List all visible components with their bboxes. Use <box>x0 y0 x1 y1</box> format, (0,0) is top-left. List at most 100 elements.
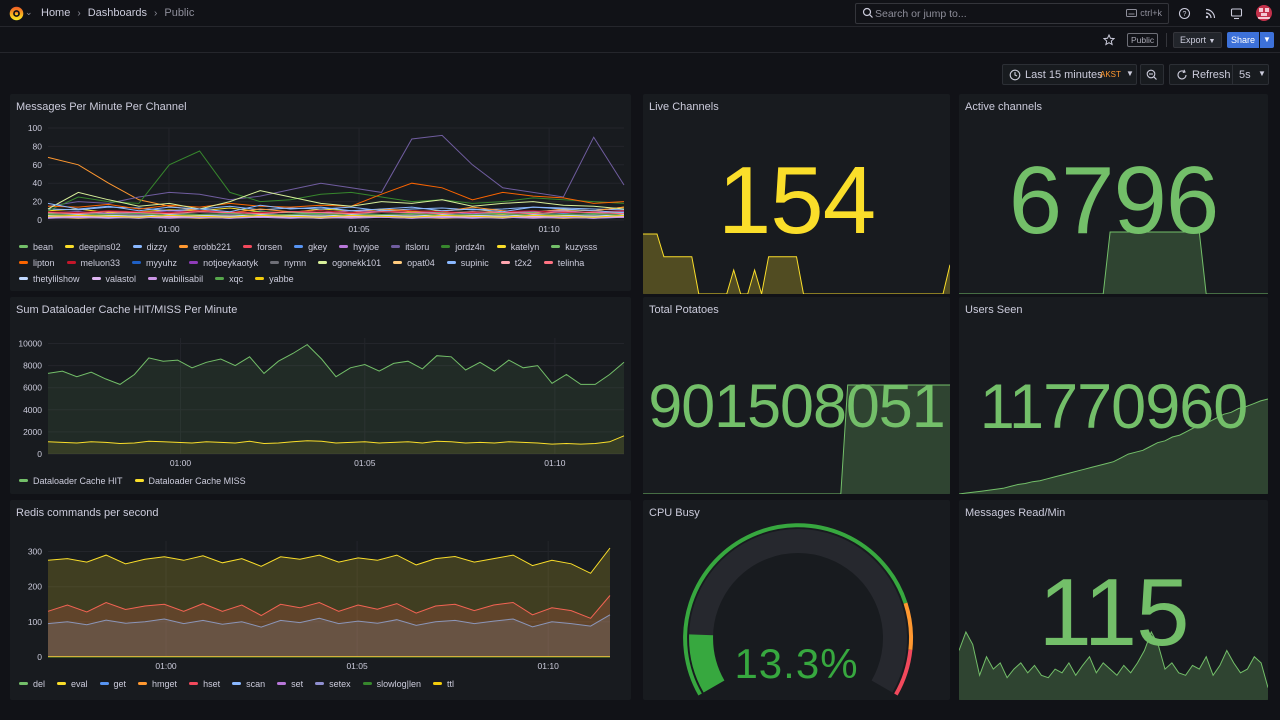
legend-item[interactable]: ttl <box>433 678 454 689</box>
panel-title: Messages Read/Min <box>965 507 1066 519</box>
gauge-threshold-orange <box>903 602 913 651</box>
legend-item[interactable]: eval <box>57 678 88 689</box>
export-button[interactable]: Export ▼ <box>1173 32 1223 48</box>
legend-item[interactable]: wabilisabil <box>148 273 203 284</box>
series-Dataloader Cache HIT <box>47 343 625 454</box>
legend-item[interactable]: opat04 <box>393 257 435 268</box>
legend-item[interactable]: bean <box>19 241 53 252</box>
panel-total-potatoes[interactable]: Total Potatoes 901508051 <box>643 297 950 494</box>
legend-item[interactable]: slowlog|len <box>362 678 421 689</box>
legend-item[interactable]: lipton <box>19 257 55 268</box>
legend-item[interactable]: ogonekk101 <box>318 257 381 268</box>
time-range-picker[interactable]: Last 15 minutes AKST ▼ <box>1002 64 1137 85</box>
breadcrumb-current: Public <box>164 7 195 19</box>
y-tick-label: 0 <box>37 215 42 225</box>
y-tick-label: 300 <box>28 547 42 557</box>
legend-item[interactable]: myyuhz <box>132 257 177 268</box>
legend-item[interactable]: gkey <box>294 241 327 252</box>
legend-item[interactable]: hyyjoe <box>339 241 379 252</box>
legend-item[interactable]: itsloru <box>391 241 429 252</box>
time-range-label: Last 15 minutes <box>1025 69 1103 81</box>
breadcrumb-home[interactable]: Home <box>41 7 71 19</box>
legend-item[interactable]: thetylilshow <box>19 273 80 284</box>
legend-label: setex <box>329 678 351 689</box>
y-tick-label: 40 <box>33 178 43 188</box>
legend-swatch <box>189 682 199 685</box>
legend-swatch <box>19 277 28 280</box>
panel-dataloader-cache[interactable]: Sum Dataloader Cache HIT/MISS Per Minute <box>10 297 631 494</box>
series-line <box>47 211 625 215</box>
avatar[interactable] <box>1256 5 1272 21</box>
refresh-button[interactable]: Refresh 5s ▼ <box>1169 64 1269 85</box>
legend-item[interactable]: katelyn <box>496 241 539 252</box>
search-shortcut: ctrl+k <box>1126 8 1162 18</box>
series-get <box>47 614 611 657</box>
legend-item[interactable]: forsen <box>243 241 282 252</box>
legend-item[interactable]: del <box>19 678 45 689</box>
legend-swatch <box>294 245 304 248</box>
legend-item[interactable]: kuzysss <box>551 241 597 252</box>
legend-swatch <box>138 682 148 685</box>
legend-item[interactable]: supinic <box>446 257 489 268</box>
legend-label: myyuhz <box>146 257 178 268</box>
monitor-icon[interactable] <box>1230 7 1243 20</box>
share-options-button[interactable]: ▼ <box>1260 32 1274 48</box>
legend-item[interactable]: valastol <box>91 273 136 284</box>
legend-item[interactable]: notjoeykaotyk <box>189 257 258 268</box>
panel-title: Users Seen <box>965 304 1023 316</box>
legend-item[interactable]: scan <box>232 678 265 689</box>
rss-icon[interactable] <box>1204 7 1217 20</box>
x-tick-label: 01:10 <box>544 458 566 468</box>
breadcrumb-dashboards[interactable]: Dashboards <box>87 7 148 19</box>
legend-item[interactable]: nymn <box>270 257 306 268</box>
help-icon[interactable]: ? <box>1178 7 1191 20</box>
legend-item[interactable]: Dataloader Cache MISS <box>134 475 246 486</box>
zoom-out-button[interactable] <box>1140 64 1164 85</box>
panel-messages-read-min[interactable]: Messages Read/Min 115 <box>959 500 1268 700</box>
legend-item[interactable]: erobb221 <box>179 241 231 252</box>
legend-swatch <box>339 245 349 248</box>
legend-item[interactable]: deepins02 <box>65 241 121 252</box>
y-tick-label: 100 <box>28 617 42 627</box>
legend-item[interactable]: t2x2 <box>500 257 532 268</box>
legend-item[interactable]: dizzy <box>132 241 168 252</box>
grafana-logo-icon[interactable] <box>8 5 25 22</box>
legend-swatch <box>132 245 142 248</box>
panel-cpu-busy[interactable]: CPU Busy 13.3% <box>643 500 950 700</box>
stat-value: 901508051 <box>648 372 945 440</box>
y-tick-label: 0 <box>37 652 42 662</box>
legend-item[interactable]: telinha <box>543 257 584 268</box>
legend-item[interactable]: meluon33 <box>66 257 120 268</box>
legend-item[interactable]: set <box>277 678 303 689</box>
legend-item[interactable]: setex <box>315 678 351 689</box>
series-line <box>47 210 625 214</box>
legend-item[interactable]: yabbe <box>255 273 294 284</box>
chevron-down-icon[interactable]: ⌄ <box>25 7 33 17</box>
x-tick-label: 01:05 <box>346 661 368 671</box>
refresh-interval[interactable]: 5s <box>1239 69 1251 81</box>
legend-label: dizzy <box>146 241 168 252</box>
legend-item[interactable]: get <box>99 678 126 689</box>
legend-item[interactable]: xqc <box>215 273 243 284</box>
y-tick-label: 2000 <box>23 427 42 437</box>
share-button[interactable]: Share <box>1227 32 1259 48</box>
legend-item[interactable]: hmget <box>138 678 177 689</box>
legend-swatch <box>551 245 561 248</box>
panel-users-seen[interactable]: Users Seen 11770960 <box>959 297 1268 494</box>
potatoes-sparkline <box>643 384 950 494</box>
legend-swatch <box>57 682 67 685</box>
legend-item[interactable]: Dataloader Cache HIT <box>19 475 123 486</box>
panel-live-channels[interactable]: Live Channels 154 <box>643 94 950 294</box>
panel-active-channels[interactable]: Active channels 6796 <box>959 94 1268 294</box>
legend-item[interactable]: hset <box>189 678 220 689</box>
x-tick-label: 01:05 <box>354 458 376 468</box>
search-input[interactable]: Search or jump to... ctrl+k <box>855 3 1169 24</box>
legend-label: eval <box>71 678 88 689</box>
series-area <box>48 344 624 454</box>
panel-messages-per-minute[interactable]: Messages Per Minute Per Channel <box>10 94 631 291</box>
series-telinha <box>47 211 625 215</box>
star-icon[interactable] <box>1103 34 1115 46</box>
legend-item[interactable]: jordz4n <box>441 241 485 252</box>
panel-redis-commands[interactable]: Redis commands per second <box>10 500 631 700</box>
active-sparkline <box>959 231 1268 294</box>
